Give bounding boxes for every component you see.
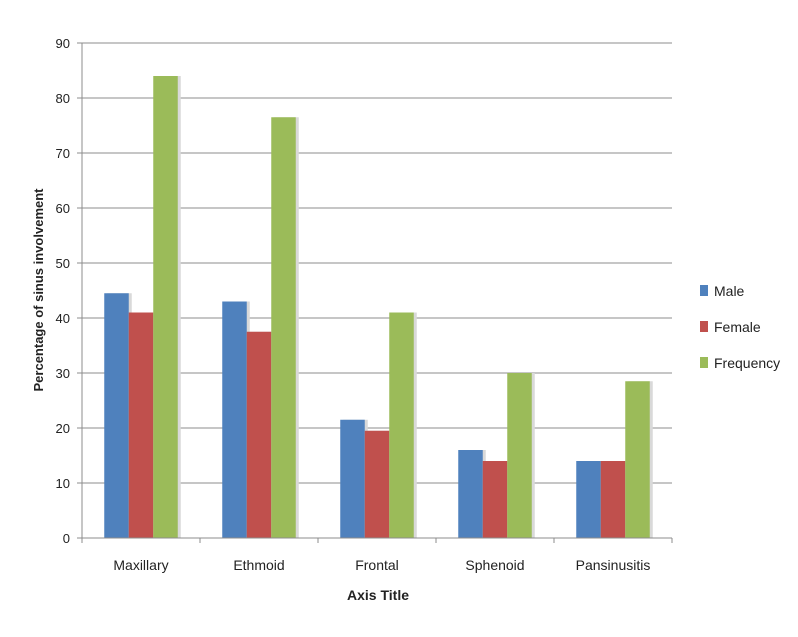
y-tick-label: 20 [56,421,70,436]
legend-label-male: Male [714,283,745,299]
y-tick-labels: 0 10 20 30 40 50 60 70 80 90 [56,36,70,546]
bar-frequency-sphenoid [507,373,532,538]
x-tick-labels: Maxillary Ethmoid Frontal Sphenoid Pansinusi… [113,557,650,573]
x-tick-label: Maxillary [113,557,168,573]
legend-label-female: Female [714,319,761,335]
bars [104,76,653,538]
bar-female-ethmoid [246,331,272,538]
bar-female-frontal [364,430,390,538]
legend-swatch-male [700,285,708,296]
bar-female-sphenoid [482,461,508,538]
bar-male-pansinusitis [576,461,601,538]
bar-female-pansinusitis [600,461,626,538]
bar-frequency-maxillary [153,76,178,538]
y-tick-label: 60 [56,201,70,216]
y-tick-label: 30 [56,366,70,381]
axes [81,43,673,543]
y-tick-label: 70 [56,146,70,161]
y-tick-label: 50 [56,256,70,271]
x-tick-label: Sphenoid [465,557,524,573]
y-tick-label: 90 [56,36,70,51]
bar-frequency-frontal [389,312,414,538]
bar-female-maxillary [128,312,154,538]
x-tick-label: Pansinusitis [576,557,651,573]
bar-frequency-ethmoid [271,117,296,538]
y-tick-label: 0 [63,531,70,546]
x-axis-title: Axis Title [347,587,409,603]
bar-male-sphenoid [458,450,483,538]
y-axis-title: Percentage of sinus involvement [31,188,46,392]
legend-swatch-frequency [700,357,708,368]
x-tick-label: Frontal [355,557,399,573]
legend-swatch-female [700,321,708,332]
x-tick-label: Ethmoid [233,557,284,573]
legend: Male Female Frequency [700,283,780,371]
bar-male-maxillary [104,293,129,538]
legend-label-frequency: Frequency [714,355,780,371]
y-tick-label: 80 [56,91,70,106]
bar-frequency-pansinusitis [625,381,650,538]
y-tick-label: 40 [56,311,70,326]
y-tick-label: 10 [56,476,70,491]
bar-male-ethmoid [222,301,247,538]
bar-male-frontal [340,419,365,538]
